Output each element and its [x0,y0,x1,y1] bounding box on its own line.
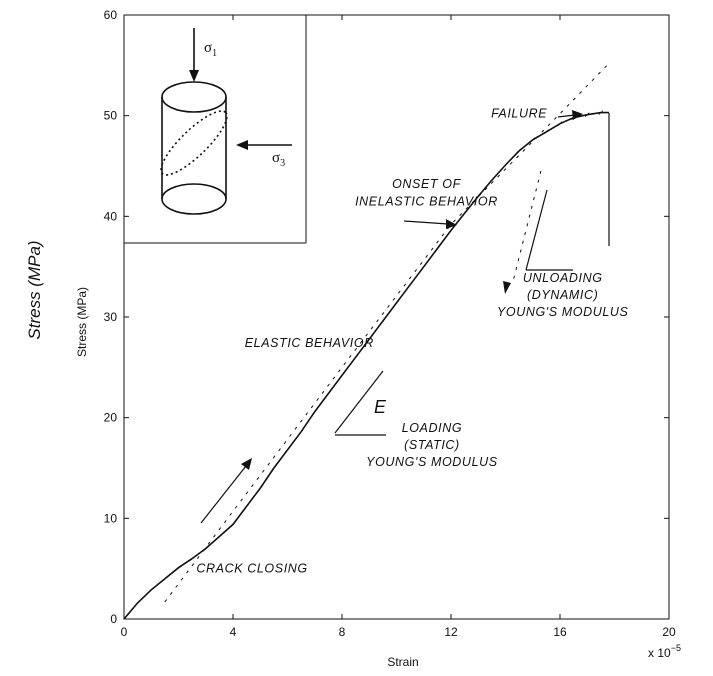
curve-noise-mark [407,282,413,288]
axis-ticks: 0 4 8 12 16 20 0 10 20 30 40 50 60 [104,8,676,639]
cylinder-bottom-back [161,183,227,200]
sigma1-subscript: 1 [212,48,217,59]
chart-annotation: UNLOADING [523,271,603,285]
chart-annotation: YOUNG'S MODULUS [366,455,498,469]
x-tick-label: 20 [662,625,676,639]
y-tick-label: 50 [104,109,118,123]
x-tick-label: 4 [230,625,237,639]
sigma3-arrowhead [236,140,248,150]
y-tick-label: 40 [104,209,118,223]
curve-noise-mark [421,264,427,269]
curve-noise-mark [162,576,168,582]
dashed-reference-line [164,62,610,603]
curve-noise-mark [217,534,222,539]
sigma1-label: σ1 [204,40,217,59]
curve-noise-mark [380,318,386,324]
curve-noise-mark [257,485,263,491]
curve-noise-mark [448,228,454,233]
curve-noise-mark [312,409,318,414]
curve-noise-mark [584,112,590,117]
sigma3-symbol: σ [272,150,280,166]
x-axis-title: Strain [387,655,418,669]
x-tick-label: 16 [553,625,567,639]
curve-noise-mark [489,177,495,183]
unloading-triangle-hyp [525,189,548,271]
curve-noise-mark [148,587,154,593]
chart-annotation: LOADING [402,421,462,435]
unloading-dashed-arrowhead [503,281,511,294]
curve-noise-mark [353,354,358,360]
y-tick-label: 10 [104,511,118,525]
curve-noise-mark [462,211,467,216]
onset-arrow [403,220,449,225]
curve-noise-mark [557,121,563,127]
curve-noise-mark [530,137,536,143]
onset-arrowhead [446,219,457,229]
curve-noise-mark [189,556,195,561]
curve-noise-mark [394,300,399,306]
curve-noise-mark [516,148,522,154]
chart-annotation: ONSET OF [392,177,461,191]
curve-noise-mark [503,162,508,168]
curve-noise-mark [366,336,372,342]
y-tick-label: 30 [104,310,118,324]
chart-annotation: INELASTIC BEHAVIOR [355,194,498,208]
cylinder-bottom [161,198,227,215]
crack-closing-arrowhead [241,458,252,470]
chart-annotation: (STATIC) [404,438,460,452]
failure-plane [160,110,228,176]
annotation-graphics: E [200,110,610,524]
curve-noise-mark [598,110,604,115]
y-tick-label: 0 [110,612,117,626]
curve-noise-mark [244,503,249,509]
sigma3-label: σ3 [272,150,285,169]
chart-annotation: YOUNG'S MODULUS [497,305,629,319]
y-axis-title: Stress (MPa) [75,287,89,357]
sigma3-subscript: 3 [280,158,285,169]
curve-noise-mark [298,429,304,435]
curve-noise-mark [135,600,140,606]
failure-arrow [557,114,576,118]
crack-closing-arrow [200,465,247,524]
dashed-reference-line [513,170,542,279]
x-tick-label: 0 [121,625,128,639]
curve-noise-mark [230,522,236,527]
y-tick-label: 20 [104,411,118,425]
sigma1-arrowhead [189,70,199,82]
y-tick-label: 60 [104,8,118,22]
curve-noise-mark [435,246,440,251]
curve-noise-mark [339,373,345,378]
curve-noise-mark [271,465,277,471]
data-series [123,62,610,620]
chart-annotation: CRACK CLOSING [196,562,307,576]
specimen-inset: σ1 σ3 [124,15,307,244]
annotations: ELASTIC BEHAVIOR CRACK CLOSING ONSET OF INE… [196,107,628,576]
x-multiplier: x 10−5 [648,643,681,660]
x-multiplier-base: x 10 [648,646,671,660]
cylinder-top [161,81,227,113]
sigma1-symbol: σ [204,40,212,56]
chart-annotation: ELASTIC BEHAVIOR [245,336,374,350]
loading-triangle-hyp [334,370,384,434]
outer-y-axis-label: Stress (MPa) [25,240,44,339]
x-tick-label: 12 [444,625,458,639]
x-multiplier-exp: −5 [671,643,681,653]
modulus-e-label: E [374,397,387,417]
chart-annotation: (DYNAMIC) [527,288,598,302]
curve-noise-mark [544,129,549,135]
curve-noise-mark [176,565,181,570]
x-tick-label: 8 [339,625,346,639]
chart-annotation: FAILURE [491,107,547,121]
failure-arrowhead [572,110,583,120]
curve-noise-mark [285,447,290,453]
curve-noise-mark [326,391,331,396]
